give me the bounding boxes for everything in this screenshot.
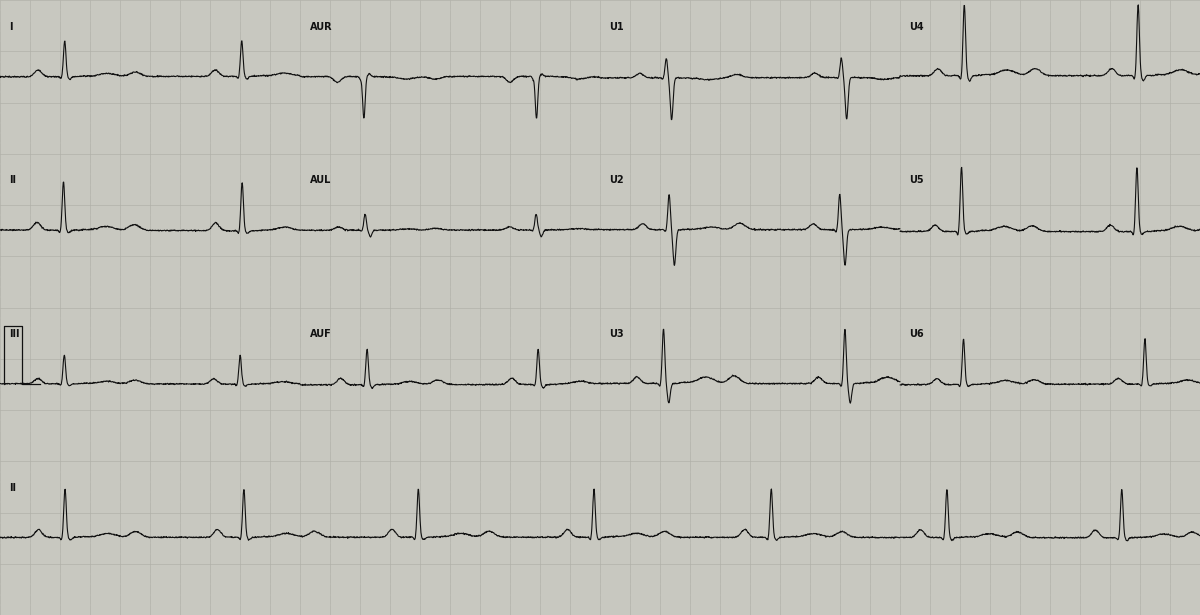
Text: U4: U4 xyxy=(910,22,924,31)
Text: AUR: AUR xyxy=(310,22,332,31)
Text: U1: U1 xyxy=(610,22,624,31)
Text: II: II xyxy=(10,175,17,185)
Text: U3: U3 xyxy=(610,329,624,339)
Text: II: II xyxy=(10,483,17,493)
Text: AUF: AUF xyxy=(310,329,331,339)
Text: III: III xyxy=(10,329,20,339)
Text: I: I xyxy=(10,22,13,31)
Text: AUL: AUL xyxy=(310,175,331,185)
Text: U5: U5 xyxy=(910,175,924,185)
Text: U6: U6 xyxy=(910,329,924,339)
Text: U2: U2 xyxy=(610,175,624,185)
